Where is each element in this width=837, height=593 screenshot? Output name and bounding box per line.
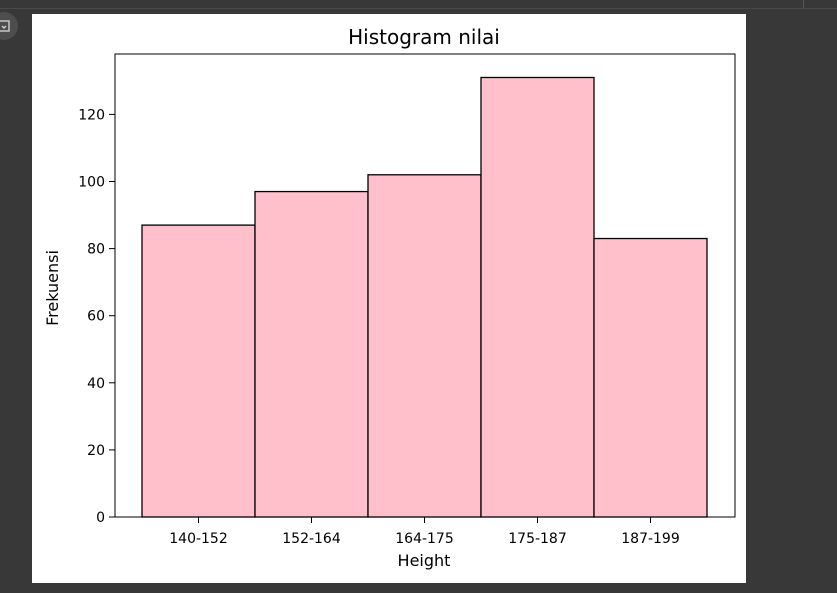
y-tick-label: 40: [87, 376, 105, 392]
x-tick-label: 175-187: [508, 531, 567, 547]
histogram-bar: [141, 224, 256, 518]
output-toggle-glyph: [0, 20, 10, 32]
cell-output: Histogram nilai 0 20 40 60 80 100 120 140-152 1…: [32, 14, 746, 583]
top-bar-divider: [803, 0, 804, 8]
y-tick-label: 20: [87, 443, 105, 459]
x-tick-label: 152-164: [282, 531, 341, 547]
x-tick-label: 164-175: [395, 531, 454, 547]
y-tick-label: 60: [87, 309, 105, 325]
y-tick-label: 80: [87, 242, 105, 258]
x-tick-label: 140-152: [169, 531, 228, 547]
side-panel: [753, 9, 837, 593]
histogram-bar: [593, 237, 708, 518]
top-bar: [0, 0, 837, 9]
y-axis: 0 20 40 60 80 100 120: [78, 107, 115, 526]
y-tick-label: 0: [96, 510, 105, 526]
histogram-bar: [367, 174, 482, 518]
x-tick-label: 187-199: [621, 531, 680, 547]
x-axis-label: Height: [398, 551, 451, 570]
histogram-bar: [480, 76, 595, 518]
output-toggle-icon[interactable]: [0, 12, 18, 40]
chart-title: Histogram nilai: [348, 25, 500, 49]
y-tick-label: 100: [78, 174, 105, 190]
y-axis-label: Frekuensi: [43, 250, 62, 326]
y-tick-label: 120: [78, 107, 105, 123]
x-axis: 140-152 152-164 164-175 175-187 187-199: [169, 517, 680, 547]
histogram-bar: [254, 190, 369, 518]
bars-layer: [141, 76, 708, 518]
